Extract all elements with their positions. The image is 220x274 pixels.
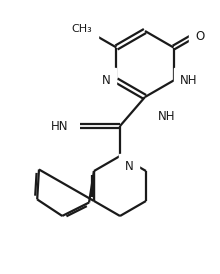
Text: O: O <box>195 30 204 43</box>
Text: NH: NH <box>180 74 197 87</box>
Text: N: N <box>102 74 110 87</box>
Text: N: N <box>125 160 134 173</box>
Text: CH₃: CH₃ <box>72 24 92 35</box>
Text: HN: HN <box>51 119 68 133</box>
Text: NH: NH <box>158 110 176 122</box>
